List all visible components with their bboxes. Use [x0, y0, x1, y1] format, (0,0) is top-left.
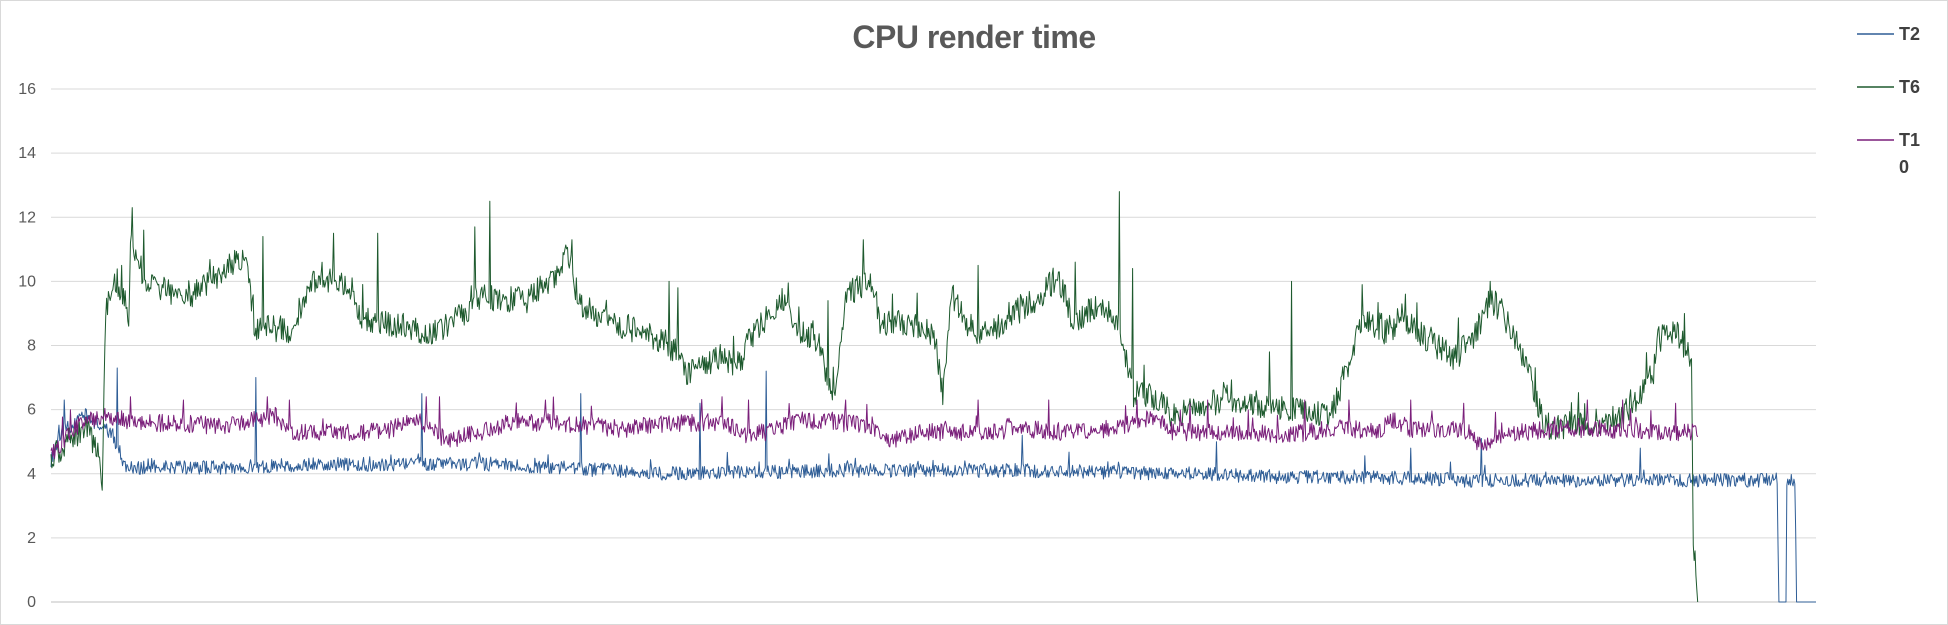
y-tick-label: 12 [18, 209, 36, 226]
y-tick-label: 6 [27, 402, 36, 419]
y-tick-label: 14 [18, 145, 36, 162]
y-tick-label: 8 [27, 338, 36, 355]
legend-label-t10: T1 0 [1899, 130, 1920, 177]
y-tick-label: 16 [18, 81, 36, 98]
legend-label-t6: T6 [1899, 77, 1920, 97]
series-line-t6 [50, 191, 1699, 603]
y-tick-label: 2 [27, 530, 36, 547]
series-line-t10 [50, 396, 1699, 460]
legend-label-t2: T2 [1899, 24, 1920, 44]
series-line-t2 [50, 367, 1816, 603]
chart-title: CPU render time [852, 19, 1096, 55]
y-tick-label: 10 [18, 273, 36, 290]
y-tick-label: 4 [27, 466, 36, 483]
y-tick-label: 0 [27, 594, 36, 611]
